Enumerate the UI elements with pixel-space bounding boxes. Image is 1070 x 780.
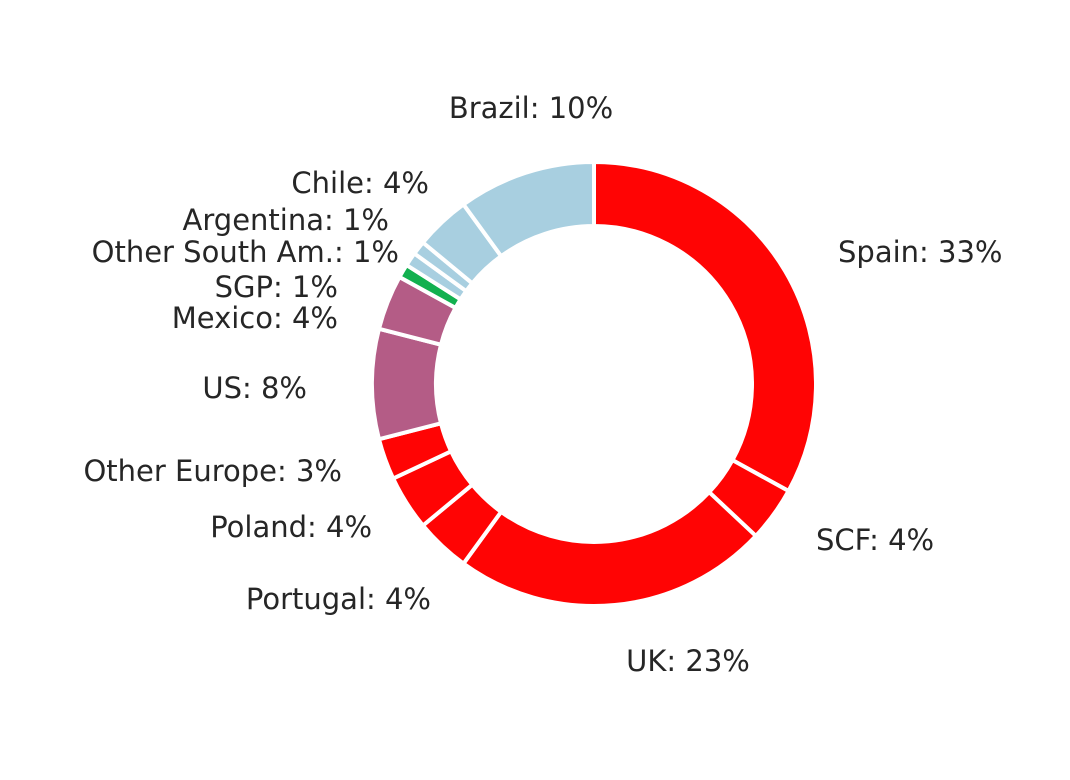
slice-uk bbox=[460, 489, 759, 608]
slice-spain bbox=[592, 159, 818, 494]
label-us: US: 8% bbox=[202, 371, 307, 405]
label-uk: UK: 23% bbox=[626, 644, 750, 678]
label-poland: Poland: 4% bbox=[210, 510, 372, 544]
slice-us bbox=[370, 326, 444, 442]
label-other-europe: Other Europe: 3% bbox=[83, 454, 342, 488]
label-chile: Chile: 4% bbox=[291, 166, 429, 200]
slice-brazil bbox=[460, 159, 596, 259]
label-scf: SCF: 4% bbox=[816, 523, 934, 557]
label-portugal: Portugal: 4% bbox=[246, 582, 431, 616]
label-spain: Spain: 33% bbox=[838, 235, 1002, 269]
label-sgp: SGP: 1% bbox=[215, 270, 338, 304]
donut-slices bbox=[370, 159, 818, 608]
label-mexico: Mexico: 4% bbox=[172, 301, 338, 335]
donut-labels: Spain: 33% SCF: 4% UK: 23% Portugal: 4% Pola… bbox=[83, 91, 1002, 678]
label-other-south-am: Other South Am.: 1% bbox=[92, 235, 399, 269]
label-brazil: Brazil: 10% bbox=[449, 91, 613, 125]
label-argentina: Argentina: 1% bbox=[183, 203, 389, 237]
